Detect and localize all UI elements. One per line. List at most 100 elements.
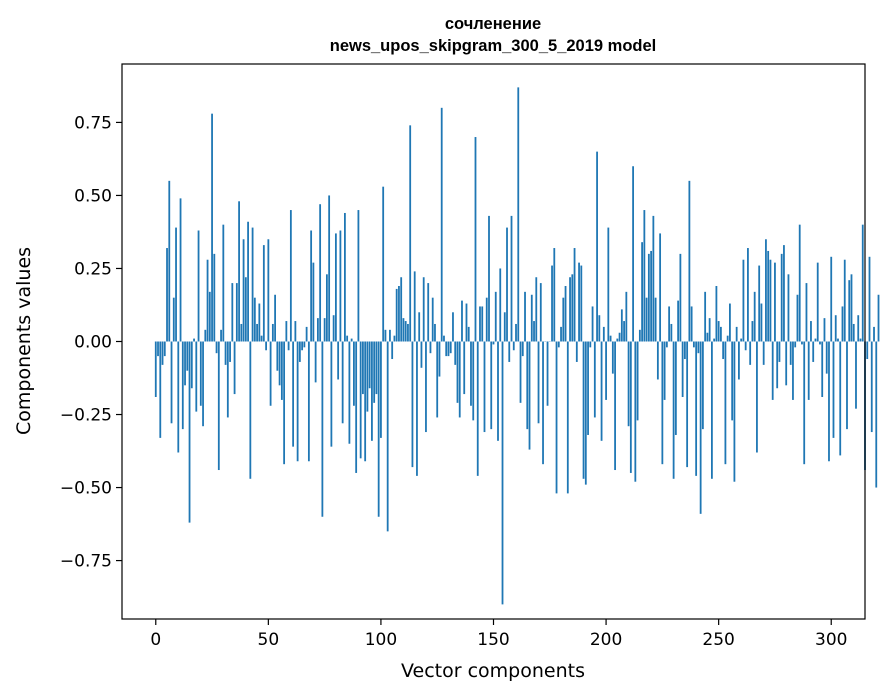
bar-102 bbox=[384, 329, 387, 342]
bar-262 bbox=[744, 341, 747, 351]
bar-267 bbox=[756, 341, 758, 453]
bar-306 bbox=[843, 259, 846, 342]
bar-184 bbox=[569, 277, 571, 342]
bar-253 bbox=[724, 341, 727, 465]
bar-202 bbox=[609, 335, 612, 342]
bar-245 bbox=[706, 332, 709, 342]
bar-84 bbox=[344, 212, 346, 342]
bar-6 bbox=[168, 180, 171, 342]
bar-286 bbox=[798, 224, 801, 342]
bar-240 bbox=[695, 341, 698, 476]
bar-163 bbox=[521, 341, 524, 357]
bar-11 bbox=[179, 198, 182, 342]
bar-134 bbox=[456, 341, 459, 403]
bar-144 bbox=[479, 306, 481, 342]
bar-168 bbox=[533, 321, 535, 342]
bar-162 bbox=[519, 341, 522, 403]
bar-317 bbox=[868, 256, 871, 342]
bar-24 bbox=[208, 291, 211, 342]
bar-287 bbox=[801, 341, 803, 345]
bar-72 bbox=[316, 318, 319, 342]
bar-78 bbox=[330, 341, 333, 447]
bar-105 bbox=[391, 341, 394, 360]
bar-191 bbox=[584, 341, 587, 485]
bar-129 bbox=[445, 341, 448, 357]
bar-223 bbox=[656, 341, 659, 380]
bar-152 bbox=[497, 341, 499, 441]
bar-257 bbox=[733, 341, 736, 482]
bar-27 bbox=[215, 341, 218, 354]
bar-35 bbox=[233, 341, 236, 395]
bar-74 bbox=[321, 341, 324, 517]
bars-group bbox=[154, 87, 880, 605]
x-tick-label-4: 200 bbox=[590, 630, 622, 650]
bar-193 bbox=[589, 341, 592, 348]
bar-140 bbox=[470, 341, 472, 406]
bar-216 bbox=[641, 242, 643, 342]
bar-158 bbox=[510, 215, 513, 342]
chart-title: сочленение bbox=[445, 15, 541, 33]
bar-285 bbox=[796, 294, 799, 342]
bar-159 bbox=[512, 341, 515, 351]
bar-128 bbox=[443, 335, 445, 342]
bar-157 bbox=[508, 341, 511, 362]
bar-263 bbox=[747, 248, 749, 342]
bar-208 bbox=[623, 321, 625, 342]
bar-217 bbox=[643, 210, 646, 342]
bar-256 bbox=[731, 341, 734, 421]
bar-130 bbox=[447, 341, 450, 357]
bar-79 bbox=[332, 315, 335, 342]
bar-313 bbox=[859, 338, 862, 342]
bar-14 bbox=[186, 341, 189, 371]
bar-232 bbox=[677, 300, 680, 342]
bar-260 bbox=[740, 338, 743, 342]
bar-13 bbox=[184, 341, 186, 386]
bar-207 bbox=[620, 309, 623, 342]
bar-284 bbox=[794, 341, 797, 348]
bar-137 bbox=[463, 341, 466, 395]
bar-100 bbox=[380, 341, 382, 438]
bar-149 bbox=[490, 341, 493, 430]
bar-64 bbox=[298, 341, 301, 362]
bar-77 bbox=[328, 195, 331, 342]
bar-233 bbox=[679, 253, 682, 342]
bar-98 bbox=[375, 341, 378, 395]
bar-280 bbox=[785, 341, 788, 386]
bar-55 bbox=[278, 341, 281, 386]
bar-23 bbox=[206, 259, 209, 342]
bar-73 bbox=[319, 204, 322, 342]
bar-170 bbox=[537, 341, 540, 424]
x-tick-label-2: 100 bbox=[365, 630, 397, 650]
bar-81 bbox=[337, 341, 340, 380]
bar-276 bbox=[776, 341, 779, 389]
bar-141 bbox=[472, 341, 475, 421]
bar-142 bbox=[474, 137, 477, 342]
bar-86 bbox=[348, 341, 351, 444]
bar-76 bbox=[325, 274, 328, 342]
bar-145 bbox=[481, 306, 484, 342]
bar-63 bbox=[296, 341, 299, 462]
bar-167 bbox=[530, 294, 533, 342]
bar-265 bbox=[751, 321, 754, 342]
bar-28 bbox=[217, 341, 220, 471]
bar-113 bbox=[409, 125, 412, 342]
bar-292 bbox=[812, 341, 815, 362]
bar-270 bbox=[762, 341, 765, 365]
bar-69 bbox=[310, 230, 313, 342]
bar-200 bbox=[605, 341, 607, 400]
bar-70 bbox=[312, 262, 315, 342]
bar-275 bbox=[774, 262, 776, 342]
bar-95 bbox=[368, 341, 371, 389]
bar-295 bbox=[819, 341, 821, 345]
bar-87 bbox=[350, 338, 353, 342]
bar-171 bbox=[539, 283, 542, 342]
bar-169 bbox=[535, 277, 538, 342]
y-tick-label-4: 0.25 bbox=[74, 259, 112, 279]
bar-114 bbox=[411, 341, 414, 468]
bar-211 bbox=[629, 341, 632, 473]
bar-131 bbox=[449, 341, 452, 354]
bar-101 bbox=[382, 186, 385, 342]
bar-166 bbox=[528, 341, 531, 450]
bar-160 bbox=[515, 323, 517, 342]
bar-20 bbox=[199, 341, 202, 406]
